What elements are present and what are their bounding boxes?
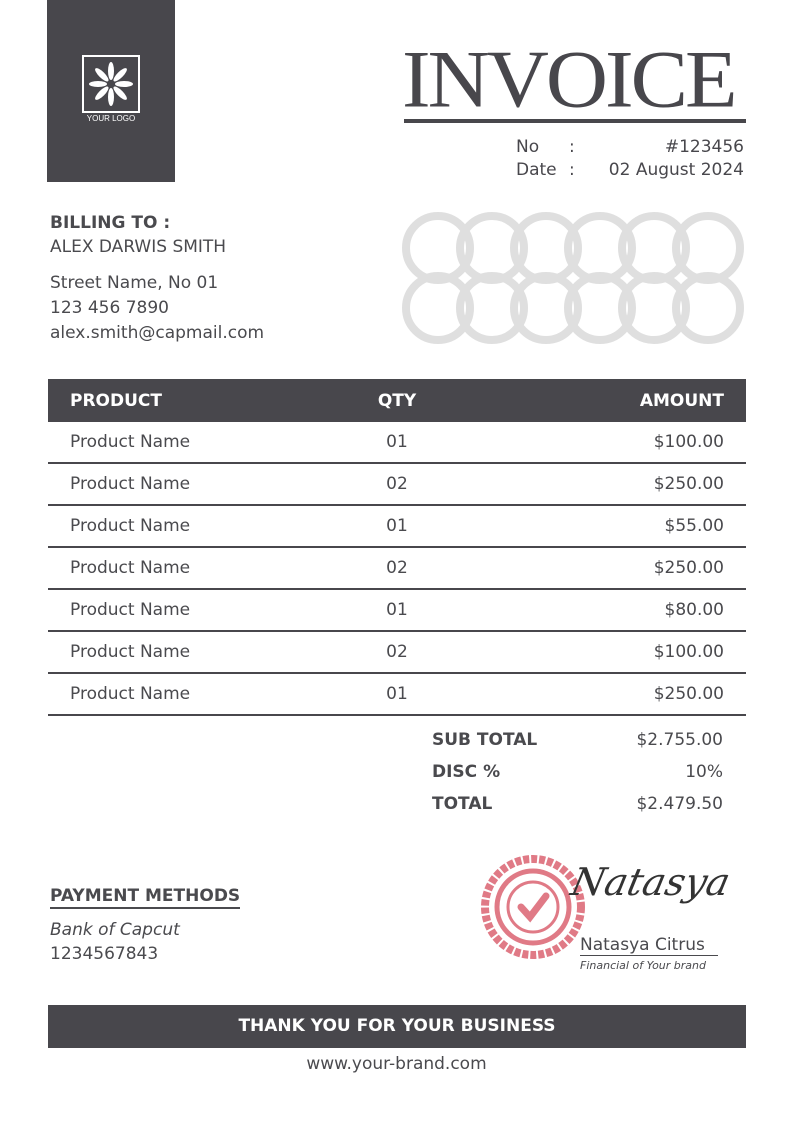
product-amount: $250.00 [653, 474, 724, 494]
product-amount: $100.00 [653, 642, 724, 662]
product-amount: $250.00 [653, 684, 724, 704]
payment-account: 1234567843 [50, 944, 159, 964]
product-name: Product Name [70, 432, 191, 452]
billing-heading: BILLING TO : [50, 213, 171, 233]
date-value: 02 August 2024 [608, 160, 744, 180]
invoice-title: INVOICE [402, 33, 738, 125]
payment-bank: Bank of Capcut [50, 920, 180, 940]
discount-label: DISC % [432, 762, 501, 782]
product-qty: 02 [386, 642, 408, 662]
table-row: Product Name 01 $100.00 [48, 422, 746, 464]
signatory-role: Financial of Your brand [580, 959, 706, 972]
product-name: Product Name [70, 558, 191, 578]
logo-text: YOUR LOGO [86, 114, 136, 123]
product-name: Product Name [70, 474, 191, 494]
billing-street: Street Name, No 01 [50, 273, 219, 293]
total-value: $2.479.50 [636, 794, 723, 814]
table-row: Product Name 01 $55.00 [48, 506, 746, 548]
product-qty: 02 [386, 558, 408, 578]
total-label: TOTAL [432, 794, 493, 814]
product-qty: 01 [386, 516, 408, 536]
header-amount: AMOUNT [639, 390, 724, 411]
product-name: Product Name [70, 516, 191, 536]
product-amount: $100.00 [653, 432, 724, 452]
website-link[interactable]: www.your-brand.com [306, 1054, 487, 1074]
product-amount: $80.00 [664, 600, 724, 620]
product-amount: $250.00 [653, 558, 724, 578]
header-product: PRODUCT [70, 390, 162, 411]
product-name: Product Name [70, 600, 191, 620]
table-row: Product Name 01 $250.00 [48, 674, 746, 716]
payment-heading: PAYMENT METHODS [50, 886, 241, 909]
signature-script: Natasya [567, 860, 735, 904]
billing-name: ALEX DARWIS SMITH [50, 237, 227, 257]
product-qty: 02 [386, 474, 408, 494]
invoice-no-sep: : [569, 137, 575, 157]
thank-you-banner: THANK YOU FOR YOUR BUSINESS [48, 1005, 746, 1048]
table-row: Product Name 02 $250.00 [48, 548, 746, 590]
approved-stamp-icon [481, 855, 585, 959]
signatory-name: Natasya Citrus [580, 935, 718, 956]
table-row: Product Name 02 $250.00 [48, 464, 746, 506]
product-qty: 01 [386, 600, 408, 620]
product-name: Product Name [70, 684, 191, 704]
discount-value: 10% [685, 762, 723, 782]
product-name: Product Name [70, 642, 191, 662]
logo-band: YOUR LOGO [47, 0, 175, 182]
invoice-no-value: #123456 [664, 137, 744, 157]
subtotal-value: $2.755.00 [636, 730, 723, 750]
subtotal-label: SUB TOTAL [432, 730, 538, 750]
header-qty: QTY [377, 390, 417, 411]
billing-email: alex.smith@capmail.com [50, 323, 265, 343]
date-sep: : [569, 160, 575, 180]
logo-flower-icon [82, 55, 140, 113]
invoice-no-label: No [516, 137, 540, 157]
product-qty: 01 [386, 432, 408, 452]
decorative-rings [402, 212, 744, 344]
date-label: Date [516, 160, 557, 180]
product-amount: $55.00 [664, 516, 724, 536]
table-header: PRODUCT QTY AMOUNT [48, 379, 746, 422]
billing-phone: 123 456 7890 [50, 298, 169, 318]
title-divider [404, 119, 746, 123]
product-qty: 01 [386, 684, 408, 704]
table-row: Product Name 02 $100.00 [48, 632, 746, 674]
table-row: Product Name 01 $80.00 [48, 590, 746, 632]
